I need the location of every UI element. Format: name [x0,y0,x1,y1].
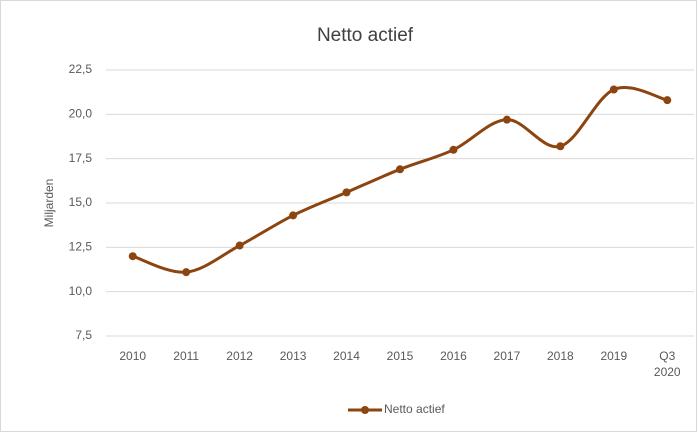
x-tick-label: 2012 [226,349,253,363]
x-tick-label: 2010 [119,349,147,363]
y-tick-label: 10,0 [69,284,93,298]
point [289,211,298,220]
x-tick-label: 2018 [547,349,574,363]
x-tick-label: 2011 [173,349,200,363]
point [502,115,511,124]
point [609,85,618,94]
point [556,142,565,151]
y-tick-label: 17,5 [69,151,93,165]
y-tick-label: 12,5 [69,240,93,254]
x-tick-label: 2013 [279,349,307,363]
x-tick-label: Q3 2020 [653,349,681,379]
point [235,241,244,250]
x-tick-label: 2019 [600,349,628,363]
chart-title: Netto actief [317,25,414,46]
x-tick-label: 2014 [333,349,360,363]
y-axis-label: Miljarden [42,179,56,228]
point [663,96,672,105]
legend-marker [361,406,369,414]
y-tick-label: 15,0 [69,195,93,209]
y-tick-label: 22,5 [69,62,93,76]
legend-label: Netto actief [384,402,445,416]
line [132,86,668,274]
y-tick-label: 7,5 [75,328,92,342]
x-tick-label: 2016 [440,349,467,363]
point [449,145,458,154]
x-tick-label: 2017 [493,349,521,363]
point [396,165,404,174]
point [182,268,191,277]
x-tick-label: 2015 [386,349,414,363]
point [128,252,137,261]
y-tick-label: 20,0 [69,107,93,121]
point [342,188,351,197]
